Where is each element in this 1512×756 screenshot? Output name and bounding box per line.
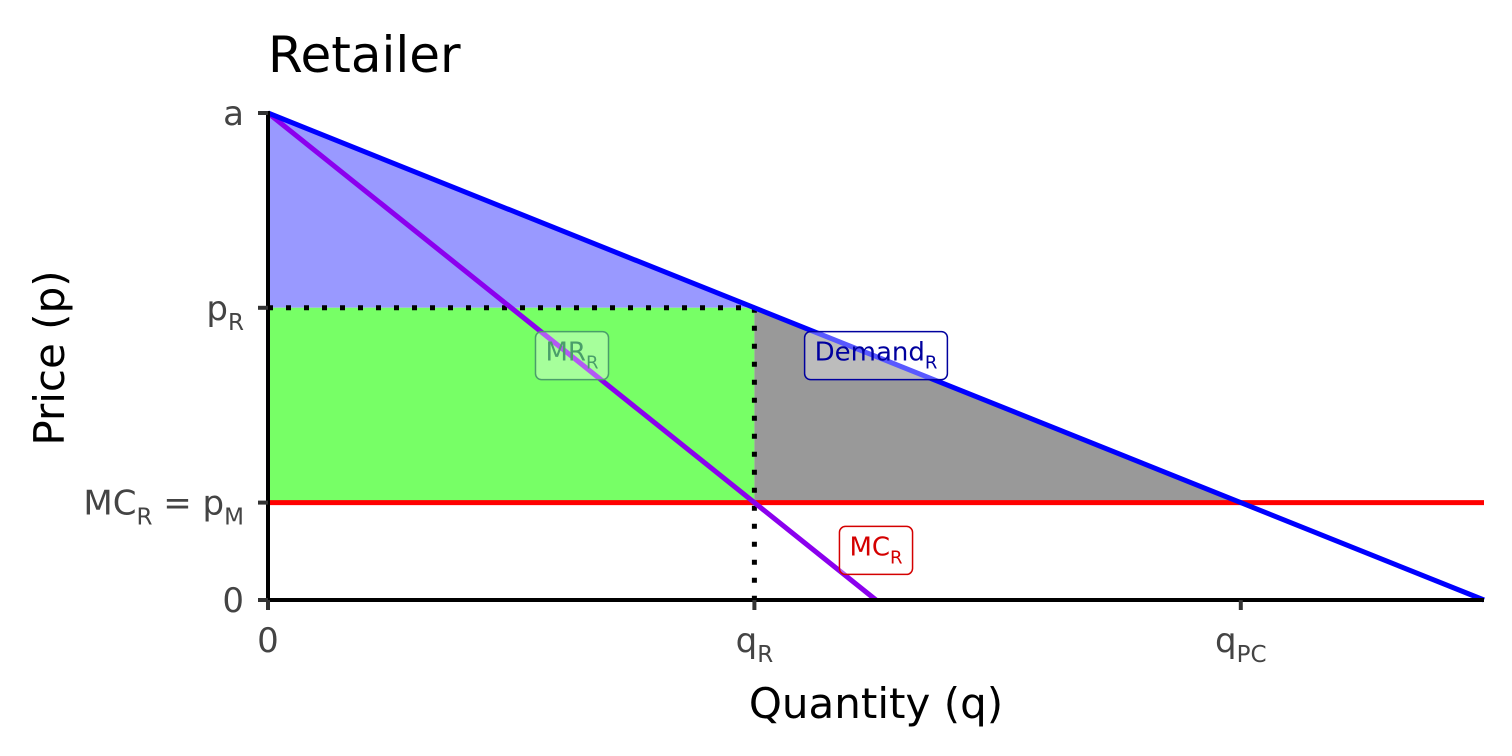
x-axis-title: Quantity (q) (749, 679, 1003, 728)
reference-lines (268, 305, 757, 600)
series-line-mr-r (266, 111, 878, 602)
y-tick-label: 0 (222, 581, 244, 621)
chart-title: Retailer (268, 26, 461, 84)
series-lines (266, 110, 1485, 603)
y-tick-label: pR (206, 289, 244, 336)
annotation-text: MRR (545, 338, 598, 374)
annotation-box (838, 525, 914, 576)
annotation-box (803, 330, 949, 381)
y-axis-title: Price (p) (25, 270, 74, 445)
axes (266, 111, 1484, 602)
y-tick-label: a (223, 94, 244, 134)
profit-region (268, 307, 755, 503)
annotation-mr-label: MRR (534, 330, 610, 381)
annotation-text: DemandR (815, 338, 938, 374)
series-line-demand-r (267, 110, 1485, 603)
annotation-mc-label: MCR (838, 525, 914, 576)
x-tick-label: 0 (257, 621, 279, 661)
ticks: 0 qR qPC 0 MCR = pM pR a (83, 94, 1266, 668)
annotation-demand-label: DemandR (803, 330, 949, 381)
y-tick-label: MCR = pM (83, 484, 244, 531)
annotation-box (534, 330, 610, 381)
x-tick-label: qPC (1215, 621, 1267, 668)
annotations: MRR DemandR MCR (534, 330, 949, 576)
x-tick-label: qR (736, 621, 774, 668)
annotation-text: MCR (849, 532, 902, 568)
